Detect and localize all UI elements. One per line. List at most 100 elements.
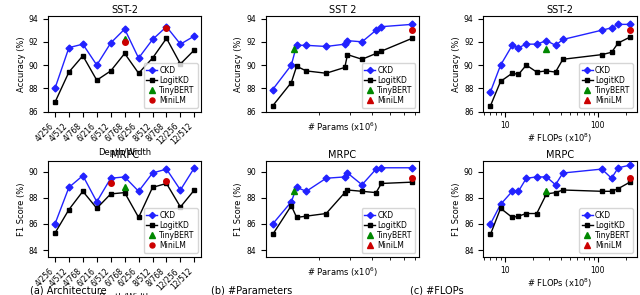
Line: LogitKD: LogitKD — [52, 181, 196, 235]
LogitKD — [497, 80, 504, 83]
LogitKD — [269, 104, 276, 108]
LogitKD — [135, 71, 143, 75]
CKD — [552, 44, 559, 47]
CKD — [508, 189, 516, 193]
LogitKD — [292, 65, 300, 68]
Y-axis label: F1 Score (%): F1 Score (%) — [234, 182, 243, 236]
LogitKD — [303, 69, 310, 73]
LogitKD — [107, 69, 115, 73]
CKD — [515, 189, 522, 193]
CKD — [121, 27, 129, 31]
LogitKD — [559, 188, 566, 192]
CKD — [344, 171, 351, 175]
CKD — [408, 23, 416, 26]
Title: SST 2: SST 2 — [329, 5, 356, 15]
Legend: CKD, LogitKD, TinyBERT, MiniLM: CKD, LogitKD, TinyBERT, MiniLM — [362, 63, 415, 108]
Line: CKD: CKD — [52, 24, 196, 91]
Legend: CKD, LogitKD, TinyBERT, MiniLM: CKD, LogitKD, TinyBERT, MiniLM — [144, 208, 198, 253]
CKD — [522, 176, 530, 180]
LogitKD — [51, 101, 59, 104]
CKD — [93, 200, 100, 204]
LogitKD — [121, 191, 129, 194]
LogitKD — [552, 70, 559, 74]
Line: CKD: CKD — [488, 163, 632, 226]
LogitKD — [626, 180, 634, 184]
Line: CKD: CKD — [270, 165, 415, 226]
CKD — [323, 176, 330, 180]
CKD — [341, 175, 349, 179]
LogitKD — [148, 56, 156, 60]
LogitKD — [378, 182, 385, 185]
CKD — [79, 174, 86, 177]
Y-axis label: F1 Score (%): F1 Score (%) — [452, 182, 461, 236]
LogitKD — [497, 206, 504, 210]
CKD — [378, 166, 385, 170]
CKD — [163, 25, 170, 28]
LogitKD — [515, 214, 522, 218]
CKD — [51, 222, 59, 226]
CKD — [626, 23, 634, 26]
LogitKD — [614, 187, 622, 191]
LogitKD — [93, 206, 100, 210]
CKD — [287, 200, 295, 204]
CKD — [497, 203, 504, 206]
Legend: CKD, LogitKD, TinyBERT, MiniLM: CKD, LogitKD, TinyBERT, MiniLM — [579, 208, 633, 253]
LogitKD — [486, 104, 494, 108]
LogitKD — [191, 188, 198, 192]
CKD — [148, 171, 156, 175]
LogitKD — [344, 53, 351, 56]
Y-axis label: Accuracy (%): Accuracy (%) — [17, 36, 26, 92]
CKD — [486, 90, 494, 94]
LogitKD — [163, 37, 170, 40]
CKD — [515, 46, 522, 49]
LogitKD — [372, 52, 380, 55]
CKD — [372, 28, 380, 32]
LogitKD — [341, 66, 349, 69]
CKD — [107, 176, 115, 180]
LogitKD — [79, 54, 86, 58]
LogitKD — [552, 191, 559, 194]
LogitKD — [51, 231, 59, 235]
LogitKD — [107, 192, 115, 196]
LogitKD — [269, 233, 276, 236]
CKD — [191, 166, 198, 170]
Line: CKD: CKD — [488, 22, 632, 94]
CKD — [614, 166, 622, 170]
X-axis label: Depth/Width: Depth/Width — [98, 293, 151, 295]
CKD — [51, 87, 59, 90]
Y-axis label: Accuracy (%): Accuracy (%) — [452, 36, 461, 92]
Line: CKD: CKD — [52, 165, 196, 226]
CKD — [121, 175, 129, 179]
CKD — [598, 28, 605, 32]
Line: LogitKD: LogitKD — [52, 36, 196, 105]
CKD — [191, 34, 198, 38]
CKD — [79, 42, 86, 46]
LogitKD — [408, 37, 416, 40]
Y-axis label: F1 Score (%): F1 Score (%) — [17, 182, 26, 236]
LogitKD — [292, 216, 300, 219]
LogitKD — [344, 188, 351, 192]
LogitKD — [303, 214, 310, 218]
CKD — [559, 38, 566, 41]
CKD — [543, 175, 550, 179]
LogitKD — [79, 189, 86, 193]
CKD — [552, 183, 559, 186]
Line: LogitKD: LogitKD — [488, 180, 632, 237]
LogitKD — [65, 70, 73, 74]
LogitKD — [522, 212, 530, 215]
Text: (c) #FLOPs: (c) #FLOPs — [410, 286, 464, 295]
CKD — [65, 46, 73, 49]
Title: MRPC: MRPC — [546, 150, 574, 160]
CKD — [148, 38, 156, 41]
LogitKD — [522, 63, 530, 67]
CKD — [598, 167, 605, 171]
CKD — [497, 63, 504, 67]
CKD — [358, 183, 366, 186]
Line: LogitKD: LogitKD — [270, 180, 415, 237]
Title: MRPC: MRPC — [328, 150, 356, 160]
CKD — [135, 56, 143, 60]
CKD — [303, 44, 310, 47]
LogitKD — [341, 191, 349, 194]
X-axis label: # FLOPs (x10$^8$): # FLOPs (x10$^8$) — [527, 132, 593, 145]
CKD — [163, 167, 170, 171]
